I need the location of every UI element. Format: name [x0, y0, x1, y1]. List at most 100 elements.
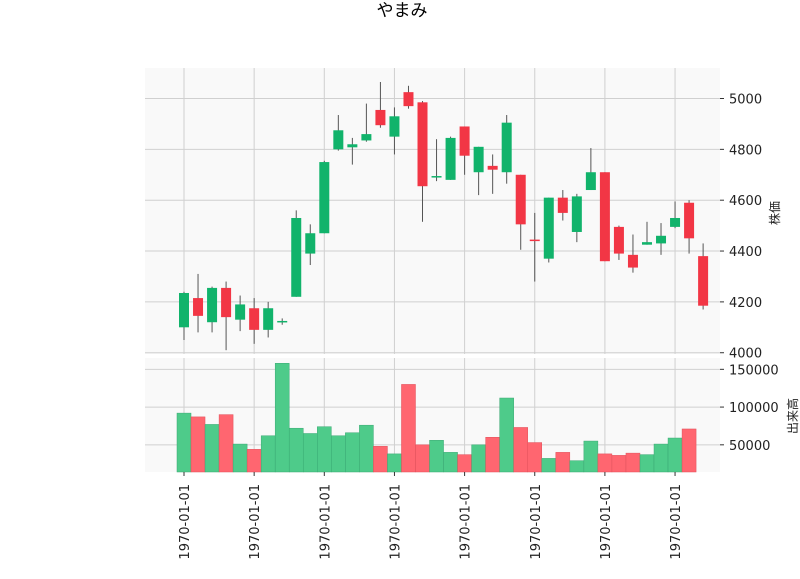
candle-body	[361, 134, 372, 141]
candle-body	[487, 165, 498, 170]
candle-body	[249, 308, 260, 330]
volume-bar	[176, 412, 192, 473]
x-axis: 1970-01-01 1970-01-01 1970-01-01 1970-01-01…	[178, 472, 684, 560]
candle-body	[599, 172, 610, 262]
volume-axis-label: 出来高	[785, 398, 800, 434]
volume-bar	[415, 444, 430, 473]
candle-body	[684, 202, 695, 239]
x-tick-label: 1970-01-01	[669, 484, 684, 560]
volume-bar	[317, 426, 332, 473]
volume-bar	[218, 414, 234, 473]
x-tick-label: 1970-01-01	[248, 484, 263, 560]
volume-bars	[176, 363, 697, 473]
volume-bar	[204, 424, 220, 473]
price-tick-label: 5000	[729, 93, 762, 108]
candle-body	[515, 174, 526, 225]
volume-bar	[190, 416, 206, 473]
x-tick-label: 1970-01-01	[529, 484, 544, 560]
candle-body	[543, 197, 554, 259]
candle-body	[473, 146, 484, 173]
price-tick-label: 4400	[729, 245, 762, 260]
candle-body	[585, 172, 596, 191]
volume-bar	[457, 454, 472, 473]
volume-bar	[401, 384, 416, 473]
volume-bar	[555, 452, 571, 473]
volume-bar	[541, 458, 557, 473]
candle-body	[501, 122, 512, 173]
volume-bar	[681, 428, 697, 473]
price-tick-label: 4800	[729, 143, 762, 158]
volume-axis: 50000 100000 150000	[720, 363, 779, 454]
candle-body	[656, 235, 667, 244]
candles	[179, 81, 709, 351]
volume-bar	[288, 427, 304, 473]
candle-body	[235, 304, 246, 320]
volume-bar	[597, 453, 613, 473]
candle-body	[459, 126, 470, 156]
volume-bar	[583, 440, 599, 473]
candle-body	[291, 217, 302, 297]
price-axis-label: 株価	[767, 201, 782, 225]
volume-bar	[303, 433, 318, 473]
volume-bar	[611, 455, 627, 473]
price-tick-label: 4200	[729, 296, 762, 311]
candle-body	[277, 320, 288, 323]
candle-body	[347, 144, 358, 148]
volume-bar	[373, 446, 388, 473]
volume-tick-label: 100000	[729, 401, 779, 416]
volume-bar	[653, 443, 669, 473]
candle-body	[529, 239, 540, 242]
candle-body	[571, 196, 582, 232]
candle-body	[221, 287, 232, 318]
volume-bar	[260, 435, 276, 473]
candle-body	[207, 287, 218, 323]
volume-bar	[274, 363, 290, 473]
candle-body	[179, 292, 189, 328]
volume-bar	[443, 452, 458, 473]
volume-bar	[429, 440, 444, 473]
volume-bar	[485, 437, 500, 473]
chart-title: やまみ	[377, 1, 428, 21]
volume-bar	[471, 444, 486, 473]
volume-bar	[513, 427, 528, 473]
candle-body	[389, 116, 400, 137]
candle-body	[263, 308, 274, 330]
candle-body	[193, 298, 204, 316]
candle-body	[627, 254, 638, 268]
price-tick-label: 4600	[729, 194, 762, 209]
price-panel-background	[145, 68, 720, 354]
volume-bar	[331, 435, 346, 473]
volume-bar	[232, 443, 248, 473]
x-tick-label: 1970-01-01	[178, 484, 193, 560]
volume-bar	[499, 397, 514, 473]
candle-body	[641, 242, 652, 245]
volume-bar	[246, 449, 262, 473]
candle-body	[319, 162, 330, 234]
price-tick-label: 4000	[729, 347, 762, 362]
volume-bar	[527, 442, 542, 473]
volume-bar	[359, 424, 374, 473]
volume-bar	[345, 432, 360, 473]
candle-body	[403, 92, 414, 107]
candle-body	[375, 109, 386, 126]
candle-body	[613, 226, 624, 254]
candle-body	[333, 130, 344, 150]
volume-bar	[387, 453, 402, 473]
candle-body	[305, 233, 316, 254]
volume-bar	[639, 454, 655, 473]
volume-bar	[625, 452, 641, 473]
x-tick-label: 1970-01-01	[599, 484, 614, 560]
candle-body	[557, 197, 568, 213]
volume-tick-label: 150000	[729, 363, 779, 378]
x-tick-label: 1970-01-01	[388, 484, 403, 560]
price-axis: 4000 4200 4400 4600 4800 5000	[720, 93, 762, 362]
candle-body	[445, 137, 456, 180]
volume-tick-label: 50000	[729, 439, 770, 454]
x-tick-label: 1970-01-01	[459, 484, 474, 560]
price-grid	[145, 98, 720, 354]
candle-body	[698, 256, 709, 306]
candle-body	[417, 102, 428, 187]
candle-body	[431, 176, 442, 178]
